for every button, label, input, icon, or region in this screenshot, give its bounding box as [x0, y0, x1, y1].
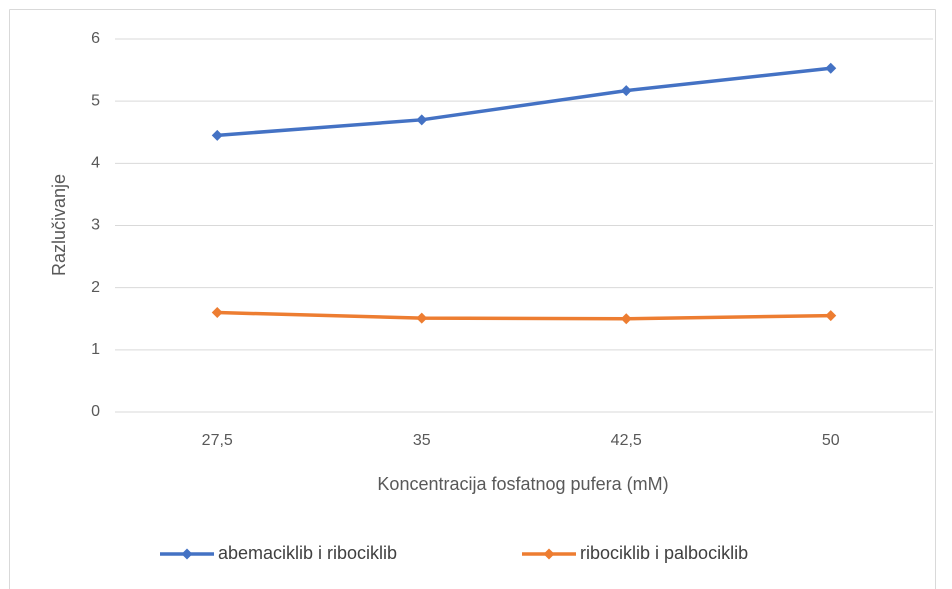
- legend-label: abemaciklib i ribociklib: [218, 543, 397, 563]
- data-point: [620, 313, 632, 325]
- data-point: [211, 307, 223, 319]
- data-point: [825, 62, 837, 74]
- series-line: [217, 66, 831, 138]
- data-point: [416, 114, 428, 126]
- y-tick-label: 2: [91, 279, 100, 296]
- y-axis-label: Razlučivanje: [49, 174, 69, 276]
- x-tick-label: 42,5: [611, 432, 642, 449]
- y-tick-label: 0: [91, 403, 100, 420]
- legend-label: ribociklib i palbociklib: [580, 543, 748, 563]
- data-point: [620, 85, 632, 97]
- data-point: [825, 310, 837, 322]
- x-tick-label: 50: [822, 432, 840, 449]
- series-line: [217, 310, 831, 321]
- y-tick-label: 3: [91, 217, 100, 234]
- legend-marker: [543, 548, 555, 560]
- x-axis-label: Koncentracija fosfatnog pufera (mM): [377, 474, 668, 494]
- x-tick-label: 35: [413, 432, 431, 449]
- legend-marker: [181, 548, 193, 560]
- chart-frame: [9, 9, 936, 589]
- y-tick-label: 6: [91, 30, 100, 47]
- y-tick-label: 5: [91, 92, 100, 109]
- data-point: [211, 129, 223, 141]
- y-tick-label: 1: [91, 341, 100, 358]
- y-tick-label: 4: [91, 155, 100, 172]
- data-point: [416, 312, 428, 324]
- x-tick-label: 27,5: [202, 432, 233, 449]
